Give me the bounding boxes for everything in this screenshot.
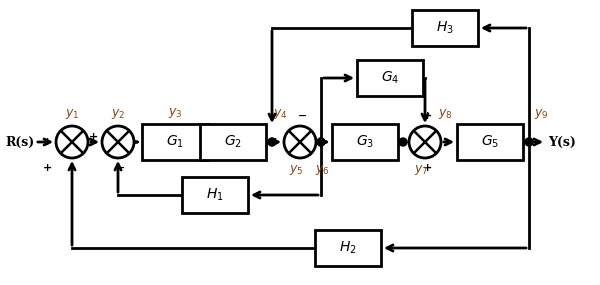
Text: $G_5$: $G_5$ [481, 134, 499, 150]
Text: $y_{4}$: $y_{4}$ [272, 107, 287, 121]
Text: $G_1$: $G_1$ [166, 134, 184, 150]
Circle shape [102, 126, 134, 158]
Text: −: − [116, 163, 125, 173]
Text: $y_{6}$: $y_{6}$ [314, 163, 329, 177]
Text: $H_1$: $H_1$ [206, 187, 224, 203]
Text: $G_2$: $G_2$ [224, 134, 242, 150]
Text: $y_{3}$: $y_{3}$ [168, 106, 182, 120]
Text: $y_{5}$: $y_{5}$ [289, 163, 303, 177]
Circle shape [399, 138, 407, 146]
Circle shape [56, 126, 88, 158]
Text: +: + [89, 132, 98, 142]
Text: $y_{7}$: $y_{7}$ [414, 163, 428, 177]
Text: −: − [298, 111, 308, 121]
FancyBboxPatch shape [315, 230, 381, 266]
Text: +: + [271, 137, 281, 147]
Text: $y_{9}$: $y_{9}$ [534, 107, 548, 121]
Text: R(s): R(s) [5, 135, 34, 148]
Text: $H_3$: $H_3$ [436, 20, 454, 36]
Circle shape [284, 126, 316, 158]
Text: Y(s): Y(s) [548, 135, 576, 148]
Text: $y_{2}$: $y_{2}$ [111, 107, 125, 121]
FancyBboxPatch shape [200, 124, 266, 160]
Text: $H_2$: $H_2$ [339, 240, 357, 256]
Text: $y_{8}$: $y_{8}$ [437, 107, 452, 121]
Circle shape [268, 138, 276, 146]
Text: +: + [43, 137, 53, 147]
Text: $y_{1}$: $y_{1}$ [65, 107, 79, 121]
Text: $G_4$: $G_4$ [381, 70, 399, 86]
FancyBboxPatch shape [357, 60, 423, 96]
FancyBboxPatch shape [332, 124, 398, 160]
Text: +: + [43, 163, 53, 173]
Text: $G_3$: $G_3$ [356, 134, 374, 150]
Text: +: + [424, 163, 433, 173]
FancyBboxPatch shape [142, 124, 208, 160]
FancyBboxPatch shape [457, 124, 523, 160]
Circle shape [409, 126, 441, 158]
Circle shape [317, 138, 325, 146]
Text: +: + [424, 111, 433, 121]
FancyBboxPatch shape [182, 177, 248, 213]
FancyBboxPatch shape [412, 10, 478, 46]
Circle shape [525, 138, 533, 146]
